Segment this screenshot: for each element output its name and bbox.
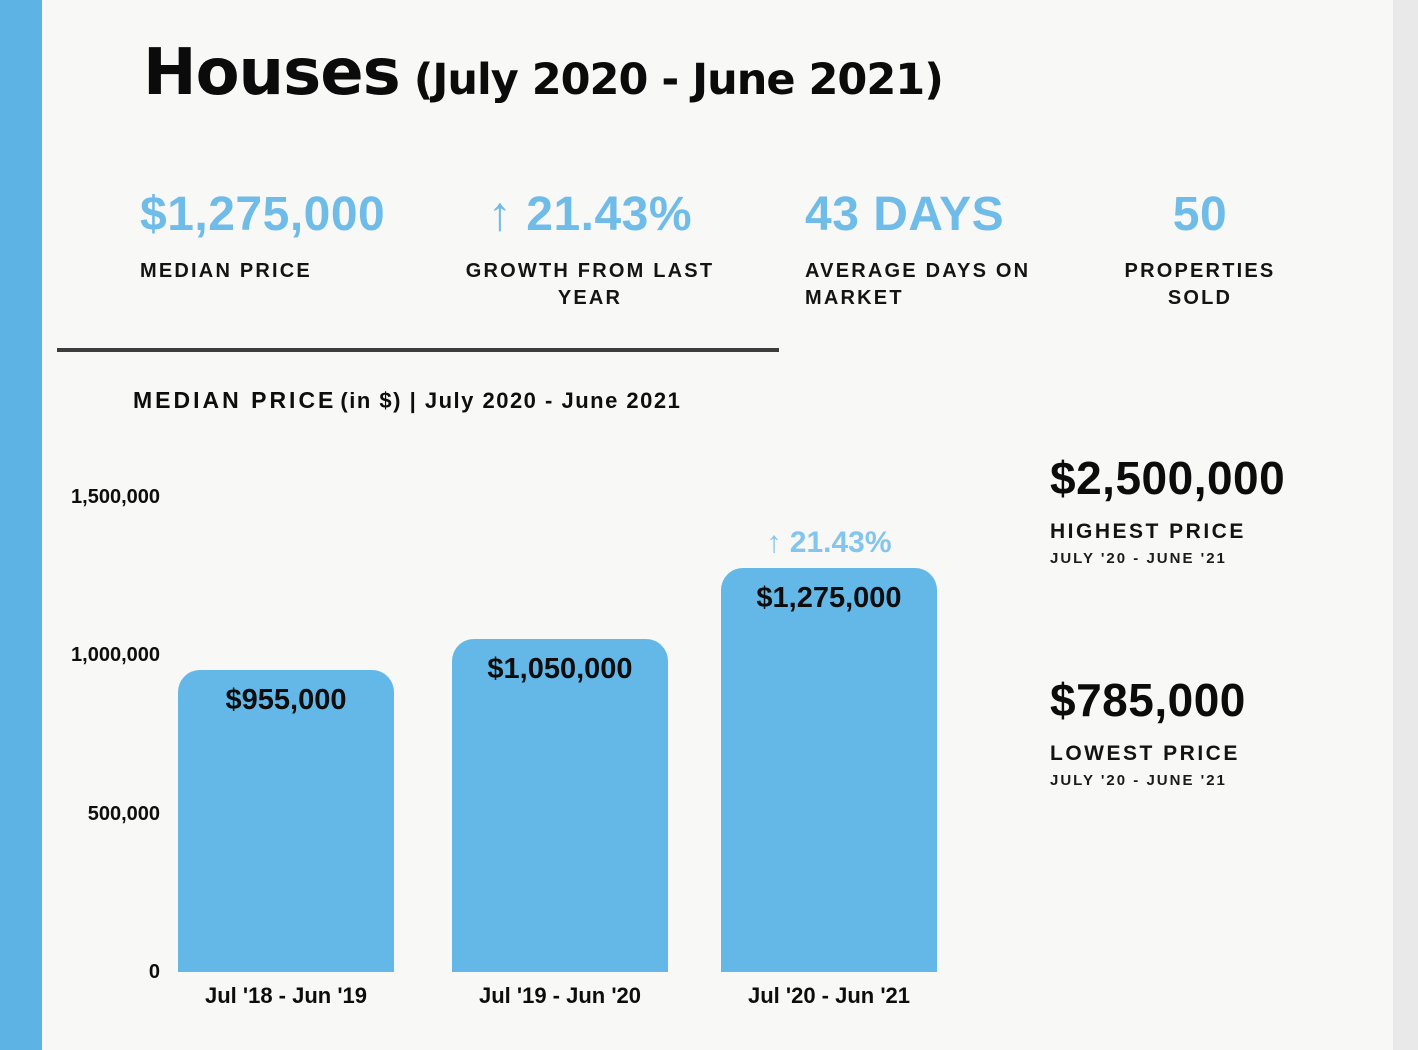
stat-properties-sold: 50 PROPERTIES SOLD — [1093, 188, 1307, 312]
bar-jul18-jun19: $955,000 — [178, 670, 394, 972]
chart-subtitle: (in $) | July 2020 - June 2021 — [340, 388, 682, 413]
y-axis-tick: 0 — [148, 961, 160, 983]
x-axis-label: Jul '20 - Jun '21 — [747, 983, 911, 1008]
bar-jul20-jun21: ↑ 21.43% $1,275,000 — [721, 526, 937, 972]
lowest-price-value: $785,000 — [1050, 674, 1246, 726]
stat-median-price-value: $1,275,000 — [140, 188, 386, 241]
lowest-price-label: LOWEST PRICE — [1050, 742, 1240, 765]
x-axis-label: Jul '18 - Jun '19 — [204, 983, 368, 1008]
bar-value-label: $1,050,000 — [487, 653, 633, 685]
stat-median-price-label: MEDIAN PRICE — [140, 260, 312, 282]
stat-days-on-market-value: 43 DAYS — [805, 188, 1005, 241]
stat-days-on-market: 43 DAYS AVERAGE DAYS ON MARKET — [805, 188, 1040, 312]
highest-price-period: JULY '20 - JUNE '21 — [1050, 550, 1227, 567]
side-stat-highest-price: $2,500,000 HIGHEST PRICE JULY '20 - JUNE… — [1050, 452, 1380, 567]
stat-growth-label: GROWTH FROM LAST YEAR — [465, 260, 715, 309]
stat-growth-value: ↑ 21.43% — [487, 188, 693, 241]
stat-median-price: $1,275,000 MEDIAN PRICE — [140, 188, 440, 285]
stat-days-on-market-label: AVERAGE DAYS ON MARKET — [805, 260, 1031, 309]
lowest-price-period: JULY '20 - JUNE '21 — [1050, 772, 1227, 789]
bar-rect: $955,000 — [178, 670, 394, 972]
chart-title: MEDIAN PRICE — [133, 387, 337, 413]
chart-heading: MEDIAN PRICE (in $) | July 2020 - June 2… — [133, 387, 681, 414]
stat-properties-sold-value: 50 — [1172, 188, 1228, 241]
left-accent-stripe — [0, 0, 42, 1050]
highest-price-label: HIGHEST PRICE — [1050, 520, 1246, 543]
page-title-period: (July 2020 - June 2021) — [413, 55, 944, 105]
highest-price-value: $2,500,000 — [1050, 452, 1286, 504]
right-background-band — [1393, 0, 1418, 1050]
stat-properties-sold-label: PROPERTIES SOLD — [1124, 260, 1276, 309]
page-header: Houses (July 2020 - June 2021) — [143, 36, 944, 110]
growth-annotation: ↑ 21.43% — [766, 526, 892, 559]
bar-value-label: $1,275,000 — [756, 582, 902, 614]
side-stat-lowest-price: $785,000 LOWEST PRICE JULY '20 - JUNE '2… — [1050, 674, 1380, 789]
y-axis-tick: 1,000,000 — [71, 644, 160, 666]
page-title: Houses — [143, 36, 401, 110]
x-axis-label: Jul '19 - Jun '20 — [478, 983, 642, 1008]
bar-rect: $1,275,000 — [721, 568, 937, 972]
y-axis-tick: 500,000 — [87, 803, 160, 825]
bar-value-label: $955,000 — [225, 684, 347, 716]
bar-jul19-jun20: $1,050,000 — [452, 639, 668, 972]
stat-growth: ↑ 21.43% GROWTH FROM LAST YEAR — [440, 188, 740, 312]
section-divider — [57, 348, 779, 352]
bar-rect: $1,050,000 — [452, 639, 668, 972]
y-axis-tick: 1,500,000 — [71, 486, 160, 508]
